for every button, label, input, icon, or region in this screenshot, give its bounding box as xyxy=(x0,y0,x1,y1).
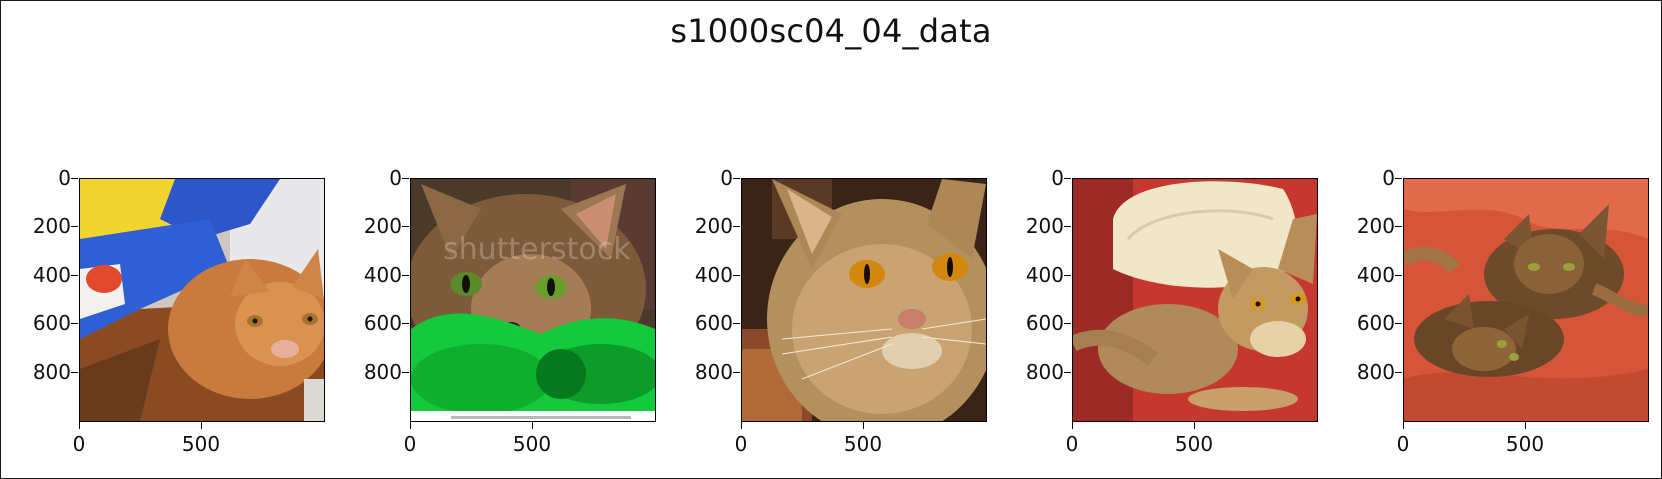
cat-photo-5 xyxy=(1404,179,1648,421)
x-tick xyxy=(1403,422,1404,429)
image-axes xyxy=(1403,178,1649,422)
y-tick-label: 0 xyxy=(1382,166,1395,190)
y-tick-label: 600 xyxy=(363,311,402,335)
cat-photo-3 xyxy=(742,179,986,421)
x-tick-label: 0 xyxy=(1396,432,1410,456)
x-tick xyxy=(532,422,533,429)
y-tick xyxy=(733,275,740,276)
y-tick-label: 200 xyxy=(363,214,402,238)
cat-photo-4 xyxy=(1073,179,1317,421)
y-tick-label: 200 xyxy=(694,214,733,238)
y-tick-label: 400 xyxy=(32,263,71,287)
y-tick xyxy=(402,275,409,276)
cat-photo-2: shutterstock xyxy=(411,179,655,421)
y-tick xyxy=(1395,275,1402,276)
x-tick-label: 0 xyxy=(72,432,86,456)
y-tick-label: 200 xyxy=(1356,214,1395,238)
y-tick-label: 0 xyxy=(58,166,71,190)
y-tick-label: 200 xyxy=(1025,214,1064,238)
image-panel-2: shutterstock 0 200 400 600 800 0 500 xyxy=(364,168,656,454)
y-tick-label: 400 xyxy=(363,263,402,287)
figure-title: s1000sc04_04_data xyxy=(670,12,992,50)
y-tick xyxy=(402,226,409,227)
image-axes: shutterstock xyxy=(410,178,656,422)
y-tick xyxy=(733,323,740,324)
image-axes xyxy=(741,178,987,422)
x-tick xyxy=(201,422,202,429)
x-tick-label: 0 xyxy=(403,432,417,456)
y-tick-label: 800 xyxy=(1356,360,1395,384)
image-axes xyxy=(1072,178,1318,422)
y-tick xyxy=(733,226,740,227)
y-tick-label: 400 xyxy=(1356,263,1395,287)
y-tick xyxy=(1064,275,1071,276)
y-tick-label: 600 xyxy=(694,311,733,335)
y-tick-label: 800 xyxy=(694,360,733,384)
y-tick xyxy=(402,372,409,373)
y-tick xyxy=(71,323,78,324)
image-panel-5: 0 200 400 600 800 0 500 xyxy=(1357,168,1649,454)
y-tick-label: 600 xyxy=(32,311,71,335)
x-tick-label: 500 xyxy=(1505,432,1545,456)
image-axes xyxy=(79,178,325,422)
y-tick xyxy=(1064,323,1071,324)
y-tick xyxy=(1395,178,1402,179)
y-tick-label: 0 xyxy=(720,166,733,190)
y-tick xyxy=(1395,323,1402,324)
x-tick-label: 0 xyxy=(734,432,748,456)
y-tick xyxy=(1064,178,1071,179)
y-tick xyxy=(71,372,78,373)
y-tick xyxy=(71,178,78,179)
y-tick-label: 800 xyxy=(363,360,402,384)
y-tick xyxy=(733,372,740,373)
y-tick-label: 600 xyxy=(1356,311,1395,335)
x-tick-label: 500 xyxy=(1174,432,1214,456)
y-tick xyxy=(1064,226,1071,227)
y-tick xyxy=(1064,372,1071,373)
x-tick-label: 500 xyxy=(512,432,552,456)
cat-photo-1 xyxy=(80,179,324,421)
x-tick xyxy=(1194,422,1195,429)
image-panel-1: 0 200 400 600 800 0 500 xyxy=(33,168,325,454)
y-tick xyxy=(402,323,409,324)
y-tick-label: 600 xyxy=(1025,311,1064,335)
image-panel-3: 0 200 400 600 800 0 500 xyxy=(695,168,987,454)
x-tick xyxy=(79,422,80,429)
y-tick-label: 0 xyxy=(389,166,402,190)
y-tick-label: 800 xyxy=(32,360,71,384)
x-tick xyxy=(1072,422,1073,429)
y-tick xyxy=(71,226,78,227)
y-tick-label: 800 xyxy=(1025,360,1064,384)
image-panel-4: 0 200 400 600 800 0 500 xyxy=(1026,168,1318,454)
y-tick xyxy=(402,178,409,179)
y-tick-label: 0 xyxy=(1051,166,1064,190)
x-tick-label: 500 xyxy=(843,432,883,456)
x-tick xyxy=(1525,422,1526,429)
svg-text:shutterstock: shutterstock xyxy=(443,232,631,267)
x-tick xyxy=(741,422,742,429)
y-tick xyxy=(1395,372,1402,373)
y-tick xyxy=(1395,226,1402,227)
y-tick-label: 200 xyxy=(32,214,71,238)
y-tick-label: 400 xyxy=(1025,263,1064,287)
x-tick xyxy=(410,422,411,429)
x-tick xyxy=(863,422,864,429)
x-tick-label: 0 xyxy=(1065,432,1079,456)
y-tick xyxy=(71,275,78,276)
x-tick-label: 500 xyxy=(181,432,221,456)
y-tick-label: 400 xyxy=(694,263,733,287)
y-tick xyxy=(733,178,740,179)
